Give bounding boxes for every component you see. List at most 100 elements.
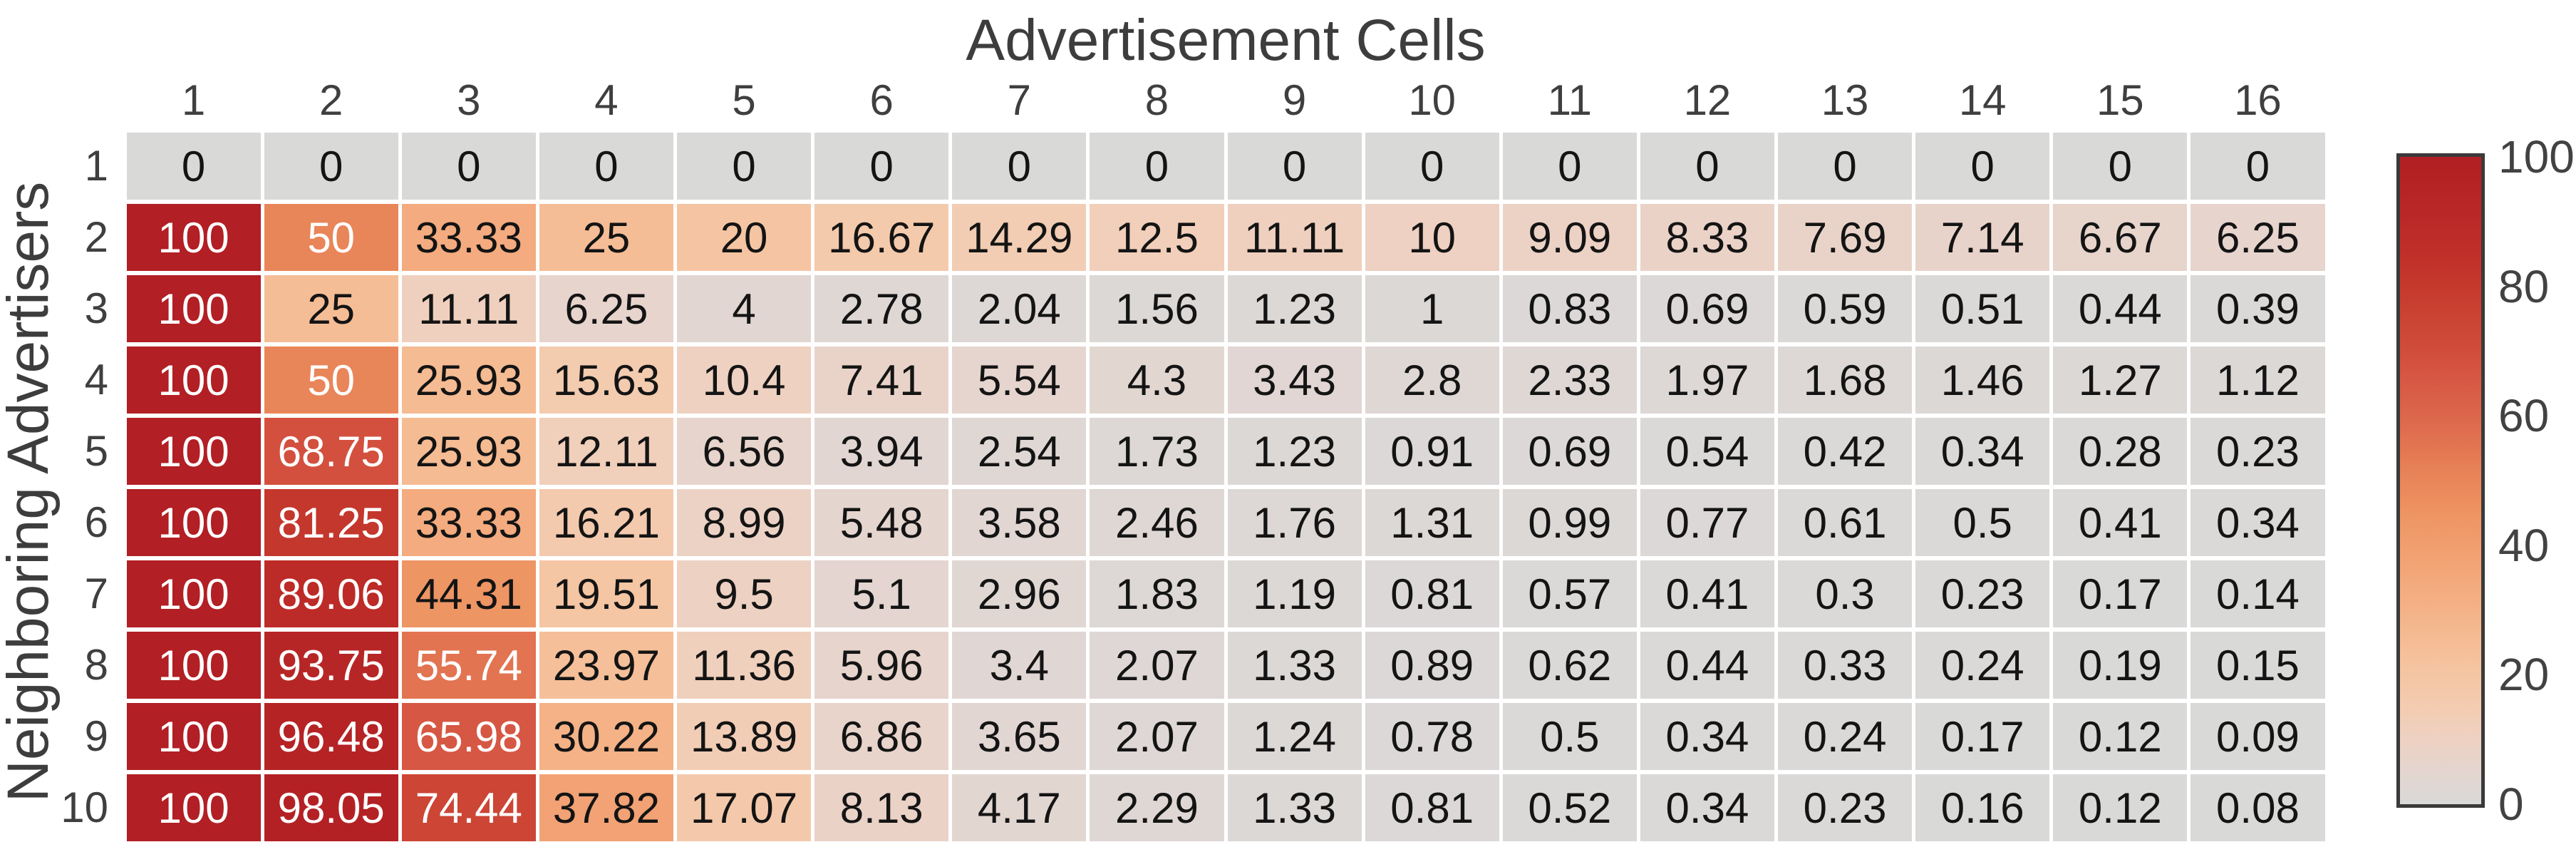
column-label: 9 (1282, 76, 1307, 124)
heatmap-cell: 44.31 (401, 560, 536, 627)
heatmap-cell: 0 (1227, 133, 1362, 200)
heatmap-cell: 0.61 (1778, 489, 1913, 556)
heatmap-cell: 0 (677, 133, 812, 200)
heatmap-cell: 0.83 (1502, 275, 1637, 342)
heatmap-cell: 89.06 (264, 560, 398, 627)
colorbar-tick-label: 40 (2498, 519, 2550, 571)
heatmap-cell: 0.77 (1640, 489, 1774, 556)
heatmap-cell: 2.29 (1090, 774, 1224, 841)
heatmap-cell: 0.17 (1915, 703, 2050, 770)
heatmap-cell: 1.68 (1778, 346, 1913, 414)
heatmap-cell: 8.13 (814, 774, 949, 841)
heatmap-cell: 100 (126, 346, 261, 414)
heatmap-cell: 0.89 (1365, 632, 1499, 699)
heatmap-cell: 0.39 (2190, 275, 2325, 342)
column-label: 15 (2096, 76, 2144, 124)
heatmap-cell: 0.15 (2190, 632, 2325, 699)
heatmap-cell: 0.23 (1915, 560, 2050, 627)
column-label: 16 (2234, 76, 2282, 124)
heatmap-cell: 1.76 (1227, 489, 1362, 556)
heatmap-cell: 0.44 (2053, 275, 2188, 342)
heatmap-cell: 0 (1778, 133, 1913, 200)
heatmap-cell: 68.75 (264, 418, 398, 485)
heatmap-cell: 14.29 (952, 204, 1087, 271)
heatmap-cell: 0.23 (2190, 418, 2325, 485)
heatmap-cell: 1.33 (1227, 632, 1362, 699)
heatmap-cell: 1.56 (1090, 275, 1224, 342)
heatmap-cell: 0 (814, 133, 949, 200)
heatmap-cell: 0.14 (2190, 560, 2325, 627)
heatmap-cell: 1.23 (1227, 418, 1362, 485)
heatmap-cell: 0 (2190, 133, 2325, 200)
heatmap-cell: 3.43 (1227, 346, 1362, 414)
row-label: 3 (84, 284, 108, 332)
heatmap-cell: 6.86 (814, 703, 949, 770)
heatmap-cell: 33.33 (401, 204, 536, 271)
row-label: 6 (84, 498, 108, 546)
heatmap-cell: 0.08 (2190, 774, 2325, 841)
heatmap-cell: 4.17 (952, 774, 1087, 841)
heatmap-cell: 0 (1640, 133, 1774, 200)
heatmap-cell: 1.97 (1640, 346, 1774, 414)
heatmap-cell: 0.78 (1365, 703, 1499, 770)
heatmap-cell: 100 (126, 774, 261, 841)
heatmap-cell: 1.73 (1090, 418, 1224, 485)
column-label: 1 (181, 76, 206, 124)
heatmap-cell: 33.33 (401, 489, 536, 556)
heatmap-cell: 65.98 (401, 703, 536, 770)
heatmap-cell: 3.4 (952, 632, 1087, 699)
heatmap-cell: 8.99 (677, 489, 812, 556)
heatmap-cell: 0 (1502, 133, 1637, 200)
heatmap-cell: 2.46 (1090, 489, 1224, 556)
heatmap-cell: 25.93 (401, 346, 536, 414)
heatmap-cell: 0 (539, 133, 673, 200)
heatmap-cell: 0.16 (1915, 774, 2050, 841)
heatmap-cell: 0.34 (1915, 418, 2050, 485)
heatmap-cell: 1.46 (1915, 346, 2050, 414)
heatmap-cell: 2.33 (1502, 346, 1637, 414)
heatmap-cell: 0.81 (1365, 774, 1499, 841)
heatmap-cell: 0.44 (1640, 632, 1774, 699)
heatmap-cell: 100 (126, 204, 261, 271)
heatmap-cell: 100 (126, 560, 261, 627)
heatmap-cell: 0.52 (1502, 774, 1637, 841)
row-label: 1 (84, 142, 108, 190)
heatmap-cell: 0.17 (2053, 560, 2188, 627)
heatmap-cell: 7.41 (814, 346, 949, 414)
heatmap-cell: 2.04 (952, 275, 1087, 342)
heatmap-cell: 98.05 (264, 774, 398, 841)
row-label: 8 (84, 641, 108, 689)
heatmap-cell: 0.41 (1640, 560, 1774, 627)
heatmap-cell: 13.89 (677, 703, 812, 770)
heatmap-cell: 1.33 (1227, 774, 1362, 841)
heatmap-cell: 81.25 (264, 489, 398, 556)
heatmap-cell: 2.54 (952, 418, 1087, 485)
heatmap-cell: 16.21 (539, 489, 673, 556)
column-label: 14 (1958, 76, 2007, 124)
row-label: 7 (84, 570, 108, 617)
row-label: 9 (84, 712, 108, 760)
heatmap-cell: 20 (677, 204, 812, 271)
heatmap-cell: 0.12 (2053, 703, 2188, 770)
heatmap-cell: 93.75 (264, 632, 398, 699)
heatmap-cell: 100 (126, 275, 261, 342)
heatmap-cell: 25 (539, 204, 673, 271)
heatmap-cell: 5.1 (814, 560, 949, 627)
heatmap-cell: 1.19 (1227, 560, 1362, 627)
heatmap-cell: 0.24 (1915, 632, 2050, 699)
heatmap-cell: 0.5 (1915, 489, 2050, 556)
heatmap-cell: 23.97 (539, 632, 673, 699)
heatmap-cell: 0.69 (1502, 418, 1637, 485)
heatmap-cell: 1.23 (1227, 275, 1362, 342)
heatmap-cell: 100 (126, 632, 261, 699)
heatmap-cell: 25 (264, 275, 398, 342)
heatmap-cell: 55.74 (401, 632, 536, 699)
heatmap-cell: 12.11 (539, 418, 673, 485)
heatmap-cell: 19.51 (539, 560, 673, 627)
heatmap-cell: 8.33 (1640, 204, 1774, 271)
heatmap-cell: 0.62 (1502, 632, 1637, 699)
heatmap-cell: 0.51 (1915, 275, 2050, 342)
column-label: 4 (594, 76, 619, 124)
heatmap-cell: 5.48 (814, 489, 949, 556)
